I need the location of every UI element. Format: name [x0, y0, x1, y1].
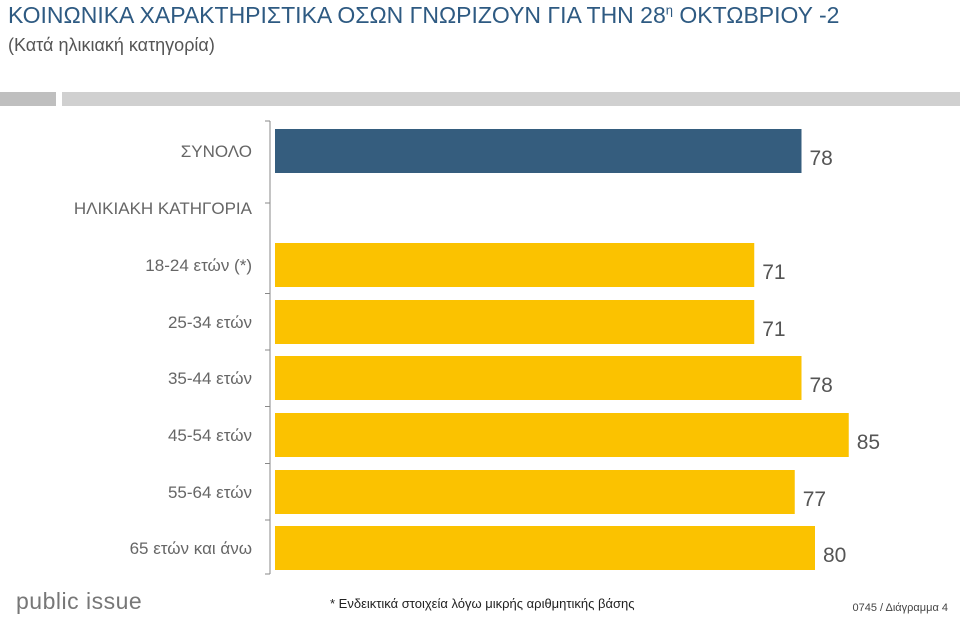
page-subtitle: (Κατά ηλικιακή κατηγορία)	[8, 35, 215, 55]
age-group-bar	[275, 243, 755, 287]
decorative-block	[0, 92, 56, 106]
bar-value-label: 78	[810, 147, 833, 170]
bar-value-label: 80	[823, 544, 846, 567]
bar-chart: ΗΛΙΚΙΑΚΗ ΚΑΤΗΓΟΡΙΑ ΣΥΝΟΛΟ 78 18-24 ετών (*)…	[74, 120, 880, 575]
bar-value-label: 78	[810, 374, 833, 397]
bar-value-label: 77	[803, 488, 826, 511]
category-label: 35-44 ετών	[168, 369, 252, 388]
category-label: 65 ετών και άνω	[130, 539, 252, 558]
bar-value-label: 71	[762, 261, 785, 284]
age-group-bar	[275, 356, 802, 400]
category-label: 18-24 ετών (*)	[145, 256, 252, 275]
category-label: ΣΥΝΟΛΟ	[181, 142, 252, 161]
page-reference: 0745 / Διάγραμμα 4	[852, 602, 948, 614]
footnote: * Ενδεικτικά στοιχεία λόγω μικρής αριθμη…	[330, 596, 635, 611]
title-text: ΚΟΙΝΩΝΙΚΑ ΧΑΡΑΚΤΗΡΙΣΤΙΚΑ ΟΣΩΝ ΓΝΩΡΙΖΟΥΝ …	[8, 2, 666, 28]
age-group-bar	[275, 413, 849, 457]
category-label: 45-54 ετών	[168, 426, 252, 445]
title-text-end: ΟΚΤΩΒΡΙΟΥ -2	[673, 2, 840, 28]
total-bar	[275, 129, 802, 173]
bar-value-label: 85	[857, 431, 880, 454]
age-group-bar	[275, 300, 755, 344]
page-title: ΚΟΙΝΩΝΙΚΑ ΧΑΡΑΚΤΗΡΙΣΤΙΚΑ ΟΣΩΝ ΓΝΩΡΙΖΟΥΝ …	[8, 2, 839, 29]
age-group-bar	[275, 470, 795, 514]
brand-logo: public issue	[16, 588, 143, 614]
age-group-bar	[275, 526, 815, 570]
decorative-divider	[62, 92, 960, 106]
category-label: 25-34 ετών	[168, 313, 252, 332]
bar-value-label: 71	[762, 318, 785, 341]
category-label: 55-64 ετών	[168, 483, 252, 502]
section-label: ΗΛΙΚΙΑΚΗ ΚΑΤΗΓΟΡΙΑ	[74, 199, 253, 218]
title-superscript: η	[665, 2, 673, 18]
